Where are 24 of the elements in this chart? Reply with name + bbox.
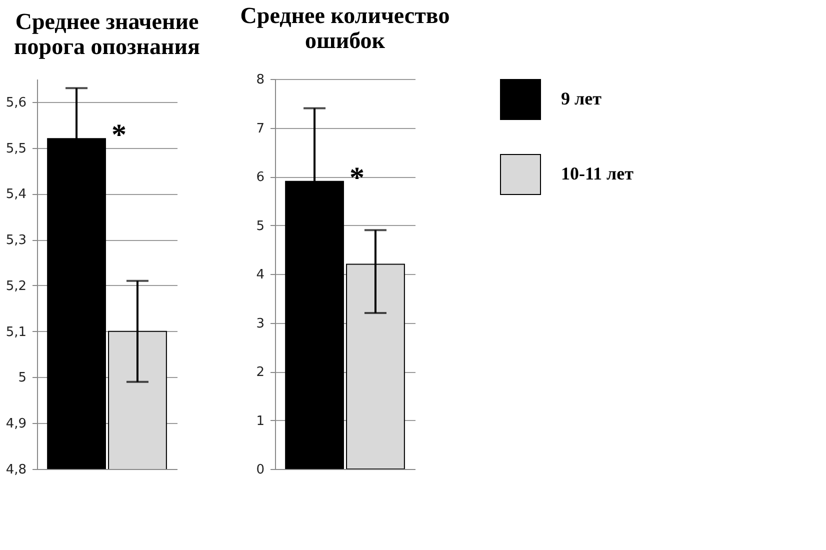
chart-title: Среднее количество ошибок [240,3,450,53]
y-tick-label: 6 [256,170,264,185]
y-tick-label: 4 [256,268,264,282]
y-tick-label: 1 [256,414,264,429]
y-tick-label: 5 [256,218,264,234]
y-tick-label: 5 [18,370,26,386]
y-tick-label: 8 [256,72,264,88]
legend-label: 9 лет [561,88,602,108]
y-tick-label: 5,1 [6,324,26,340]
y-tick-label: 4,9 [6,416,26,432]
annotation: * [112,118,126,152]
y-tick-label: 4,8 [6,462,26,478]
y-tick-label: 5,2 [6,278,26,294]
y-tick-label: 5,6 [6,95,26,110]
y-tick-label: 5,4 [6,187,26,202]
y-tick-label: 3 [256,316,264,332]
y-tick-label: 7 [256,121,264,136]
legend-label: 10-11 лет [561,164,634,184]
y-tick-label: 0 [256,462,264,478]
y-tick-label: 5,5 [6,141,26,156]
chart-title: Среднее значение порога опознания [14,9,200,59]
y-tick-label: 5,3 [6,233,26,248]
annotation: * [350,161,364,194]
y-tick-label: 2 [256,365,264,380]
